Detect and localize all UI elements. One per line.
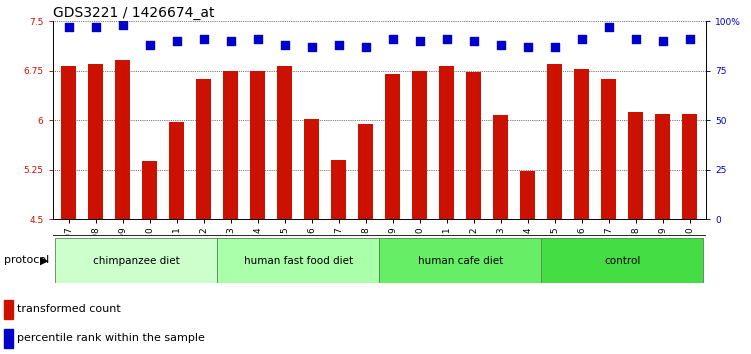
Point [63,24,75,30]
Text: ▶: ▶ [40,255,48,265]
Bar [520,171,535,219]
Bar [385,74,400,219]
Point [414,38,426,44]
Bar [439,66,454,219]
Point [90,24,102,30]
Text: protocol: protocol [4,255,49,265]
Bar [331,160,346,219]
Point [333,42,345,48]
Bar [116,59,130,219]
Bar [4,300,13,319]
Bar [575,69,590,219]
Point [360,44,372,50]
Text: percentile rank within the sample: percentile rank within the sample [17,333,204,343]
Point [143,42,155,48]
Bar [62,66,76,219]
Point [441,36,453,42]
Bar [541,238,703,283]
Text: human cafe diet: human cafe diet [418,256,503,266]
Point [468,38,480,44]
Point [549,44,561,50]
Bar [304,119,319,219]
Point [198,36,210,42]
Point [279,42,291,48]
Point [225,38,237,44]
Text: control: control [604,256,641,266]
Point [170,38,182,44]
Point [603,24,615,30]
Text: GDS3221 / 1426674_at: GDS3221 / 1426674_at [53,6,214,20]
Bar [629,113,643,219]
Point [576,36,588,42]
Point [387,36,399,42]
Bar [56,238,217,283]
Point [116,22,128,28]
Point [306,44,318,50]
Bar [379,238,541,283]
Text: transformed count: transformed count [17,304,120,314]
Bar [169,122,184,219]
Bar [223,71,238,219]
Point [630,36,642,42]
Point [656,38,668,44]
Bar [89,64,103,219]
Bar [547,64,562,219]
Bar [412,71,427,219]
Bar [602,79,616,219]
Bar [217,238,379,283]
Point [522,44,534,50]
Text: chimpanzee diet: chimpanzee diet [93,256,179,266]
Point [252,36,264,42]
Bar [466,72,481,219]
Bar [493,115,508,219]
Bar [143,161,157,219]
Point [683,36,695,42]
Bar [277,66,292,219]
Bar [358,124,373,219]
Bar [250,71,265,219]
Bar [683,114,697,219]
Point [495,42,507,48]
Bar [196,79,211,219]
Bar [4,329,13,348]
Bar [656,114,670,219]
Text: human fast food diet: human fast food diet [243,256,353,266]
